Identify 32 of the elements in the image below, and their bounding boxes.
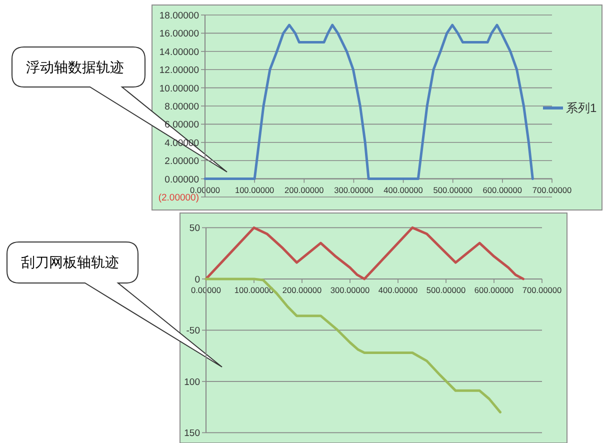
y-tick-label: 0.00000	[164, 174, 199, 186]
x-tick-label: 400.00000	[384, 184, 424, 195]
y-tick-label: 100	[184, 376, 200, 388]
x-tick-label: 200.00000	[282, 284, 322, 295]
y-tick-label: 18.00000	[159, 10, 199, 22]
x-tick-label: 600.00000	[474, 284, 514, 295]
x-tick-label: 700.00000	[522, 284, 562, 295]
x-tick-label: 600.00000	[482, 184, 522, 195]
x-tick-label: 300.00000	[330, 284, 370, 295]
y-tick-label: 8.00000	[164, 102, 199, 112]
y-tick-label: 16.00000	[159, 28, 199, 40]
x-tick-label: 200.00000	[284, 184, 324, 195]
x-tick-label: 100.00000	[234, 184, 275, 195]
legend-label: 系列1	[566, 101, 597, 115]
x-tick-label: 400.00000	[378, 284, 418, 295]
y-tick-label: 2.00000	[164, 156, 199, 168]
x-tick-label: 500.00000	[433, 184, 473, 195]
y-tick-label: 50	[189, 223, 200, 234]
text: 浮动轴数据轨迹	[26, 59, 124, 75]
x-tick-label: 300.00000	[334, 184, 374, 195]
y-tick-label: -50	[186, 326, 200, 337]
y-tick-label: 12.00000	[159, 65, 199, 76]
y-tick-label: 0	[194, 274, 200, 286]
x-tick-label: 500.00000	[426, 284, 466, 295]
y-tick-label: (2.00000)	[158, 192, 199, 204]
y-tick-label: 10.00000	[159, 83, 199, 94]
y-tick-label: 150	[184, 428, 200, 440]
line-series	[204, 24, 534, 180]
x-tick-label: 700.00000	[532, 184, 572, 195]
y-tick-label: 14.00000	[159, 46, 199, 58]
text: 刮刀网板轴轨迹	[21, 254, 119, 270]
line-series	[204, 226, 525, 280]
